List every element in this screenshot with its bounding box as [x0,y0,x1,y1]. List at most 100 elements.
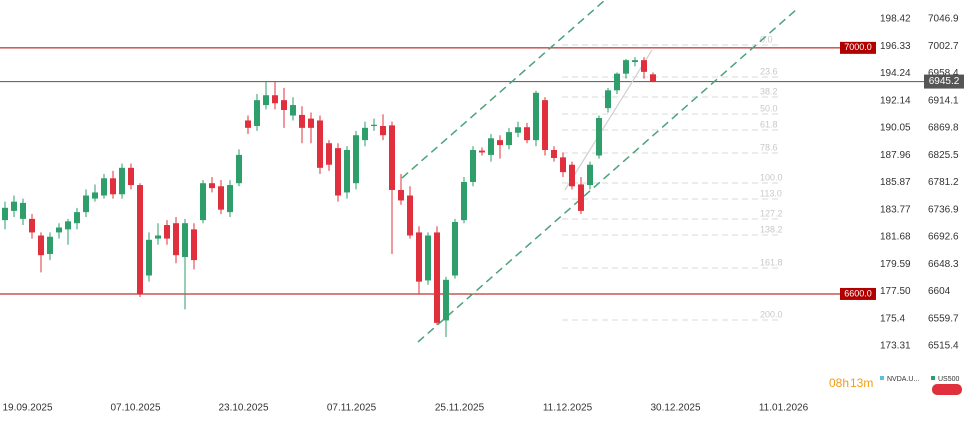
legend-symbol: US500 [938,376,960,383]
candle-body [254,100,260,126]
candle-body [191,229,197,261]
candle-body [398,189,404,201]
candle-body [137,185,143,294]
candle-body [119,167,125,195]
y-tick-label: 6515.4 [928,341,959,352]
candle-body [497,140,503,146]
candle-body [200,183,206,221]
candle-body [344,149,350,193]
fib-anchor [564,49,653,191]
candle-body [29,218,35,233]
candle-body [623,60,629,74]
y2-tick-label: 173.31 [880,341,911,352]
y2-tick-label: 187.96 [880,150,911,161]
legend-swatch [931,376,935,380]
legend-swatch [880,376,884,380]
candle-body [182,223,188,258]
y-tick-label: 6648.3 [928,259,959,270]
candle-body [434,232,440,323]
x-tick-label: 07.11.2025 [327,403,377,414]
y-tick-label: 7002.7 [928,41,959,52]
candle-body [452,221,458,276]
candle-body [380,125,386,136]
fib-label: 61.8 [760,119,778,129]
fib-label: 23.6 [760,66,778,76]
y-tick-label: 6692.6 [928,232,959,243]
candle-body [605,90,611,109]
candle-body [515,127,521,133]
candle-body [353,135,359,184]
channel-upper [401,0,606,179]
candle-body [146,239,152,276]
candle-body [299,114,305,128]
candle-body [272,95,278,104]
candle-body [443,279,449,321]
candle-body [47,236,53,254]
y-tick-label: 6604 [928,286,951,297]
y2-tick-label: 185.87 [880,177,911,188]
candle-body [632,60,638,63]
candle-body [2,207,8,221]
candle-body [11,201,17,211]
candle-body [227,185,233,213]
candle-body [335,148,341,196]
candle-body [578,184,584,211]
y-tick-label: 6825.5 [928,150,959,161]
candle-body [101,178,107,196]
y2-tick-label: 181.68 [880,232,911,243]
legend-button[interactable] [932,384,962,395]
fib-label: 200.0 [760,309,783,319]
candle-body [317,120,323,168]
candle-body [524,127,530,141]
candle-body [533,92,539,141]
candle-body [551,149,557,158]
candle-body [596,117,602,156]
fib-label: 161.8 [760,257,783,267]
candle-body [263,95,269,106]
countdown-hours: 08h [829,376,849,390]
y-tick-label: 6869.8 [928,123,959,134]
candle-body [641,60,647,72]
fib-label: 138.2 [760,224,783,234]
candle-body [371,124,377,126]
y2-tick-label: 196.33 [880,41,911,52]
candle-body [560,157,566,173]
fib-label: 50.0 [760,103,778,113]
countdown-minutes: 13m [850,376,873,390]
candle-body [92,192,98,199]
y-tick-label: 6559.7 [928,313,959,324]
level-tag [840,41,876,54]
candle-body [290,105,296,116]
candle-body [20,202,26,219]
candle-body [650,74,656,82]
y2-tick-label: 194.24 [880,68,911,79]
y2-tick-label: 179.59 [880,259,911,270]
fib-label: 78.6 [760,142,778,152]
level-label: 6600.0 [844,288,872,298]
candle-body [245,120,251,128]
candle-body [488,138,494,155]
y-tick-label: 7046.9 [928,14,959,25]
candle-body [614,73,620,91]
fib-label: 0.0 [760,34,773,44]
channel-lower [417,8,798,343]
candle-body [56,227,62,233]
y2-tick-label: 177.50 [880,286,911,297]
candle-body [236,154,242,184]
x-tick-label: 11.01.2026 [759,403,809,414]
y2-tick-label: 175.4 [880,313,905,324]
candle-body [110,178,116,195]
y2-tick-label: 183.77 [880,204,911,215]
y2-tick-label: 190.05 [880,123,911,134]
level-tag [840,287,876,300]
x-tick-label: 07.10.2025 [110,403,160,414]
candle-body [587,164,593,186]
candle-body [218,186,224,210]
candle-body [74,212,80,224]
x-tick-label: 25.11.2025 [435,403,485,414]
candle-body [569,164,575,187]
fib-label: 100.0 [760,172,783,182]
last-price-tag [924,74,964,89]
candle-body [416,232,422,282]
